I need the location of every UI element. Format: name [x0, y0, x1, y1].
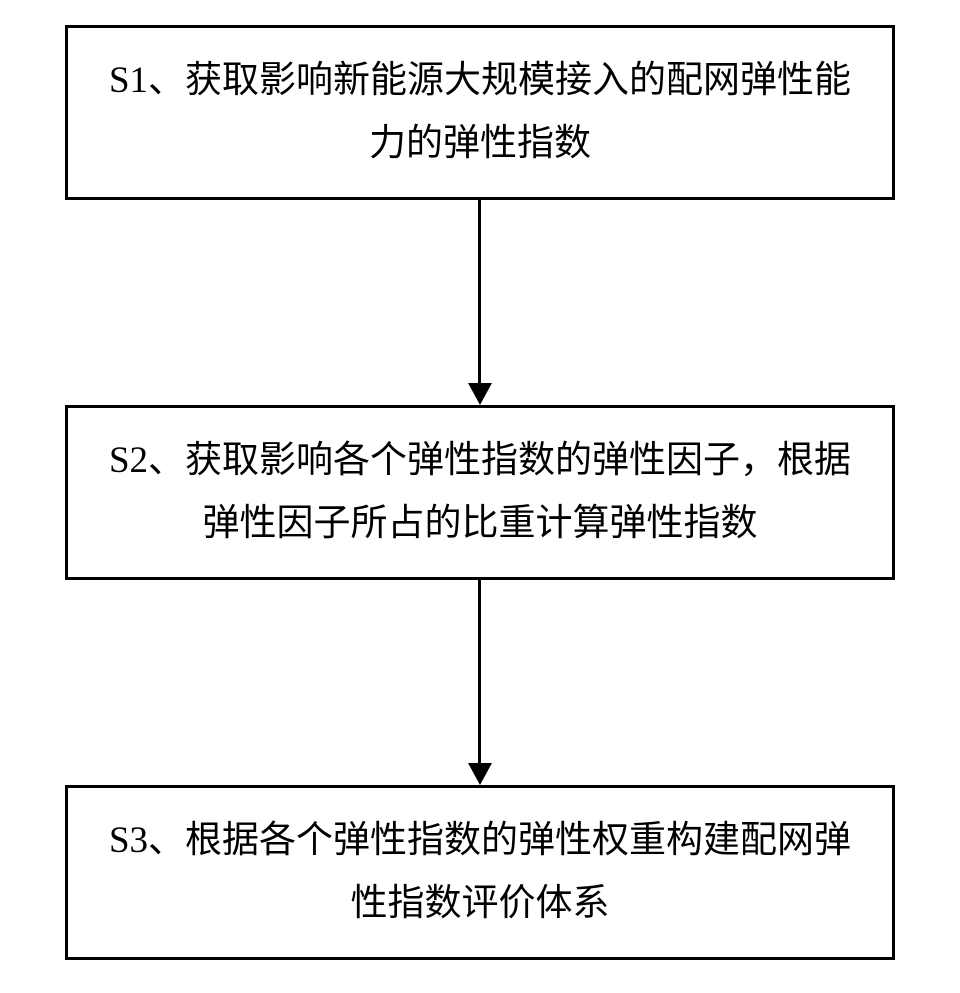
flow-step-s3: S3、根据各个弹性指数的弹性权重构建配网弹性指数评价体系: [65, 785, 895, 960]
flow-step-s1-label: S1、获取影响新能源大规模接入的配网弹性能力的弹性指数: [98, 50, 862, 176]
flow-step-s2-label: S2、获取影响各个弹性指数的弹性因子，根据弹性因子所占的比重计算弹性指数: [98, 430, 862, 556]
arrow-s1-s2-line: [478, 200, 481, 383]
flow-step-s2: S2、获取影响各个弹性指数的弹性因子，根据弹性因子所占的比重计算弹性指数: [65, 405, 895, 580]
flow-step-s1: S1、获取影响新能源大规模接入的配网弹性能力的弹性指数: [65, 25, 895, 200]
flow-step-s3-label: S3、根据各个弹性指数的弹性权重构建配网弹性指数评价体系: [98, 810, 862, 936]
arrow-s2-s3-head: [468, 763, 492, 785]
arrow-s1-s2-head: [468, 383, 492, 405]
arrow-s2-s3-line: [478, 580, 481, 763]
